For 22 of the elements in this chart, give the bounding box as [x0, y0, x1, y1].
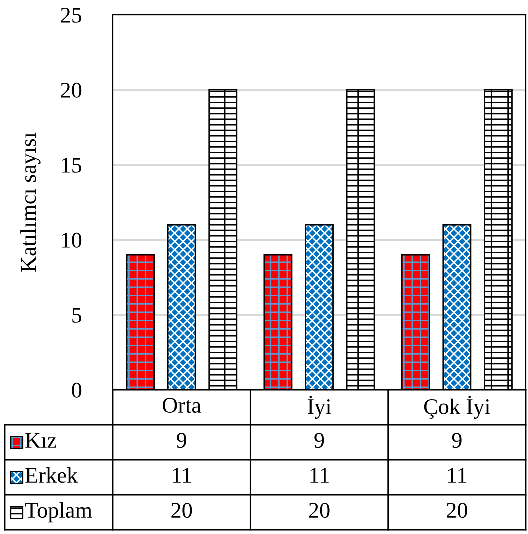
data-label: 9	[176, 433, 186, 448]
legend-label: Kız	[26, 433, 56, 448]
x-tick-label: Çok İyi	[424, 396, 490, 420]
legend-label: Erkek	[26, 467, 78, 484]
data-label: 11	[173, 468, 192, 483]
data-label: 20	[309, 503, 330, 518]
data-label: 11	[310, 468, 329, 483]
x-tick-label: İyi	[308, 396, 332, 420]
y-tick-label: 0	[72, 382, 82, 398]
y-tick-label: 10	[62, 232, 82, 248]
x-tick-label: Orta	[163, 398, 202, 414]
y-tick-label: 5	[72, 308, 82, 323]
y-tick-label: 15	[62, 158, 82, 173]
y-axis-title: Katılımcı sayısı	[20, 132, 41, 272]
data-label: 9	[314, 433, 324, 448]
y-tick-label: 20	[61, 82, 82, 98]
y-tick-label: 25	[61, 8, 82, 23]
legend-label: Toplam	[25, 502, 92, 523]
data-label: 20	[447, 503, 468, 518]
data-label: 20	[172, 503, 192, 518]
data-label: 9	[452, 433, 462, 448]
data-label: 11	[448, 468, 467, 483]
